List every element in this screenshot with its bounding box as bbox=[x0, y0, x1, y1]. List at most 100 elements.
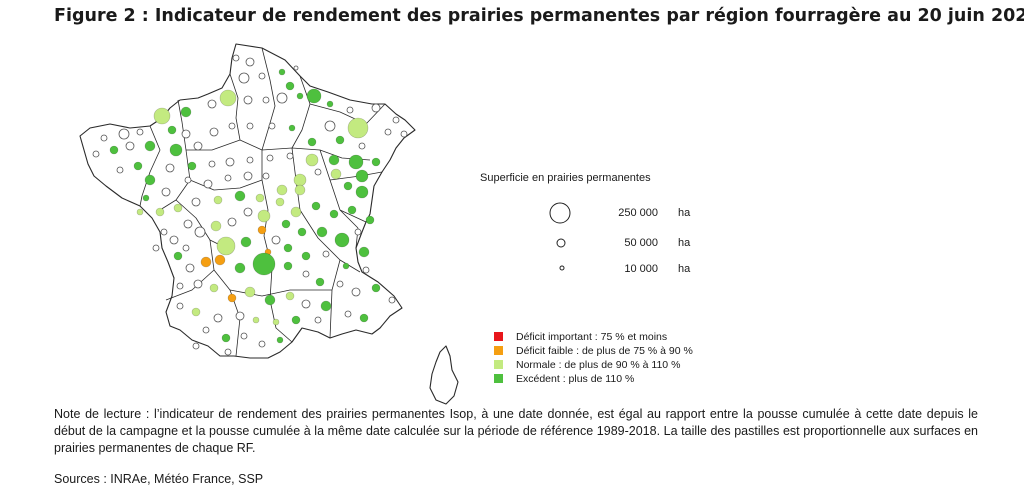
size-legend-circle-small bbox=[559, 265, 565, 271]
color-legend-label: Déficit faible : de plus de 75 % à 90 % bbox=[516, 345, 693, 357]
region-bubble bbox=[359, 313, 369, 323]
region-bubble bbox=[243, 95, 253, 105]
region-bubble bbox=[136, 208, 144, 216]
region-bubble bbox=[116, 166, 124, 174]
region-bubble bbox=[193, 279, 203, 289]
region-bubble bbox=[184, 176, 192, 184]
region-bubble bbox=[252, 252, 276, 276]
region-bubble bbox=[225, 157, 235, 167]
size-legend-value: 10 000 bbox=[624, 263, 658, 275]
region-bubble bbox=[183, 219, 193, 229]
sources-line: Sources : INRAe, Météo France, SSP bbox=[54, 472, 264, 486]
region-bubble bbox=[257, 225, 267, 235]
region-bubble bbox=[160, 228, 168, 236]
region-bubble bbox=[268, 122, 276, 130]
region-bubble bbox=[246, 122, 254, 130]
region-bubble bbox=[392, 116, 400, 124]
color-swatch bbox=[494, 332, 503, 341]
region-bubble bbox=[191, 307, 201, 317]
region-bubble bbox=[118, 128, 130, 140]
region-bubble bbox=[291, 315, 301, 325]
reading-note: Note de lecture : l’indicateur de rendem… bbox=[54, 406, 978, 457]
region-bubble bbox=[293, 65, 299, 71]
color-swatch bbox=[494, 374, 503, 383]
size-legend-value: 50 000 bbox=[624, 237, 658, 249]
region-bubble bbox=[344, 310, 352, 318]
size-legend-unit: ha bbox=[678, 263, 691, 275]
region-bubble bbox=[272, 318, 280, 326]
region-bubble bbox=[354, 228, 362, 236]
region-bubble bbox=[176, 282, 184, 290]
region-bubble bbox=[271, 235, 281, 245]
region-bubble bbox=[301, 251, 311, 261]
region-bubble bbox=[286, 152, 294, 160]
region-bubble bbox=[343, 181, 353, 191]
region-bubble bbox=[334, 232, 350, 248]
region-bubble bbox=[194, 226, 206, 238]
region-bubble bbox=[232, 54, 240, 62]
region-bubble bbox=[224, 174, 232, 182]
region-bubble bbox=[224, 348, 232, 356]
region-bubble bbox=[221, 333, 231, 343]
region-bubble bbox=[182, 244, 190, 252]
region-bubble bbox=[264, 294, 276, 306]
region-bubble bbox=[355, 185, 369, 199]
region-bubble bbox=[351, 287, 361, 297]
region-bubble bbox=[238, 72, 250, 84]
region-bubble bbox=[255, 193, 265, 203]
region-bubble bbox=[216, 236, 236, 256]
region-bubble bbox=[191, 197, 201, 207]
region-bubble bbox=[276, 92, 288, 104]
region-bubble bbox=[142, 194, 150, 202]
region-bubble bbox=[342, 262, 350, 270]
map-outline bbox=[79, 43, 459, 405]
region-bubble bbox=[348, 154, 364, 170]
region-bubble bbox=[316, 226, 328, 238]
color-legend-label: Normale : de plus de 90 % à 110 % bbox=[516, 359, 681, 371]
region-bubble bbox=[311, 201, 321, 211]
region-bubble bbox=[240, 236, 252, 248]
region-bubble bbox=[227, 217, 237, 227]
region-bubble bbox=[278, 68, 286, 76]
region-bubble bbox=[125, 141, 135, 151]
region-bubble bbox=[144, 174, 156, 186]
region-bubble bbox=[213, 195, 223, 205]
region-bubble bbox=[169, 143, 183, 157]
region-bubble bbox=[347, 205, 357, 215]
region-bubble bbox=[185, 263, 195, 273]
region-bubble bbox=[294, 184, 306, 196]
corsica-outline bbox=[429, 345, 459, 405]
region-bubble bbox=[209, 127, 219, 137]
region-bubble bbox=[252, 316, 260, 324]
color-legend-label: Déficit important : 75 % et moins bbox=[516, 331, 668, 343]
region-bubble bbox=[388, 296, 396, 304]
region-bubble bbox=[187, 161, 197, 171]
region-bubble bbox=[320, 300, 332, 312]
size-legend-circle-large bbox=[549, 202, 571, 224]
region-bubble bbox=[227, 293, 237, 303]
region-bubble bbox=[165, 163, 175, 173]
region-bubble bbox=[207, 99, 217, 109]
size-legend-title: Superficie en prairies permanentes bbox=[480, 172, 651, 184]
region-bubble bbox=[281, 219, 291, 229]
region-bubble bbox=[384, 128, 392, 136]
region-bubble bbox=[293, 173, 307, 187]
region-bubble bbox=[161, 187, 171, 197]
region-bubble bbox=[285, 291, 295, 301]
region-bubble bbox=[228, 122, 236, 130]
region-bubble bbox=[219, 89, 237, 107]
color-swatch bbox=[494, 360, 503, 369]
region-bubble bbox=[283, 261, 293, 271]
region-bubble bbox=[324, 120, 336, 132]
region-borders bbox=[139, 47, 386, 357]
region-bubble bbox=[176, 302, 184, 310]
region-bubble bbox=[329, 209, 339, 219]
size-legend-unit: ha bbox=[678, 207, 691, 219]
region-bubble bbox=[173, 203, 183, 213]
france-outline bbox=[79, 43, 416, 359]
region-bubble bbox=[326, 100, 334, 108]
region-bubble bbox=[136, 128, 144, 136]
size-legend-unit: ha bbox=[678, 237, 691, 249]
region-bubble bbox=[257, 209, 271, 223]
region-bubble bbox=[358, 246, 370, 258]
